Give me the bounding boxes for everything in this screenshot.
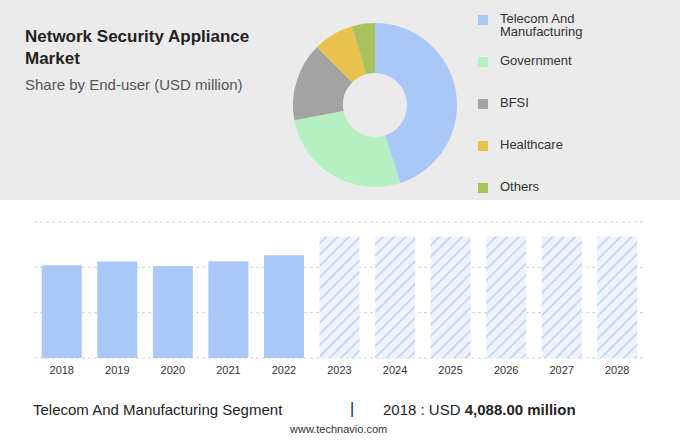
svg-text:2023: 2023	[327, 364, 351, 376]
html-text:Telecom And Manufacturing: Telecom And Manufacturing	[500, 11, 583, 39]
html-text:BFSI: BFSI	[500, 95, 529, 110]
html-text:Telecom And Manufacturing Segm: Telecom And Manufacturing Segment	[33, 401, 283, 418]
svg-text:2028: 2028	[605, 364, 629, 376]
html-text:www.technavio.com: www.technavio.com	[290, 423, 388, 435]
html-text:Government: Government	[500, 53, 572, 68]
svg-text:2024: 2024	[383, 364, 407, 376]
svg-text:2018: 2018	[50, 364, 74, 376]
svg-text:2021: 2021	[216, 364, 240, 376]
html-text:2018 : USD 4,088.00 million: 2018 : USD 4,088.00 million	[383, 401, 576, 418]
svg-text:2026: 2026	[494, 364, 518, 376]
html-text:Healthcare: Healthcare	[500, 137, 563, 152]
svg-text:2027: 2027	[549, 364, 573, 376]
svg-text:2020: 2020	[161, 364, 185, 376]
html-text:Others: Others	[500, 179, 539, 194]
html-text:Network Security Appliance Mar: Network Security Appliance Market	[25, 27, 250, 68]
svg-text:2022: 2022	[272, 364, 296, 376]
html-text:Share by End-user (USD million: Share by End-user (USD million)	[25, 76, 243, 93]
svg-text:2025: 2025	[438, 364, 462, 376]
svg-text:2019: 2019	[105, 364, 129, 376]
